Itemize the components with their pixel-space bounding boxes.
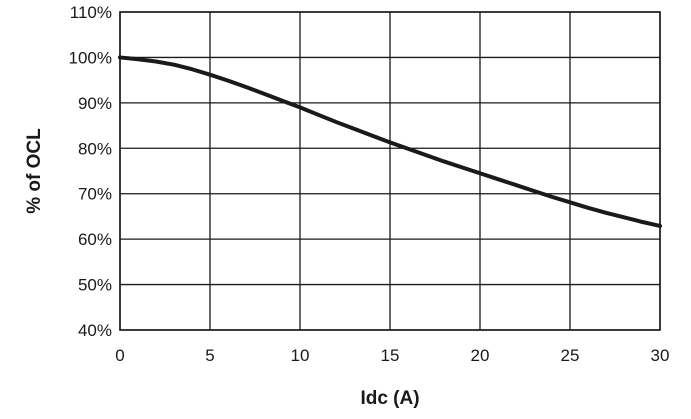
series-line bbox=[118, 55, 662, 228]
series-layer bbox=[118, 55, 662, 228]
y-tick-label: 70% bbox=[78, 185, 112, 204]
x-tick-label: 15 bbox=[381, 346, 400, 365]
y-tick-label: 110% bbox=[70, 3, 112, 22]
y-tick-label: 50% bbox=[78, 276, 112, 295]
x-tick-label: 20 bbox=[471, 346, 490, 365]
x-axis-label: Idc (A) bbox=[360, 388, 419, 409]
x-tick-labels: 0 5 10 15 20 25 30 bbox=[115, 346, 669, 365]
x-tick-label: 10 bbox=[291, 346, 310, 365]
x-tick-label: 25 bbox=[561, 346, 580, 365]
y-tick-label: 100% bbox=[69, 48, 112, 67]
y-tick-label: 80% bbox=[78, 139, 112, 158]
y-tick-label: 90% bbox=[78, 94, 112, 113]
y-tick-label: 60% bbox=[78, 230, 112, 249]
y-tick-label: 40% bbox=[78, 321, 112, 340]
y-tick-labels: 40% 50% 60% 70% 80% 90% 100% 110% bbox=[69, 3, 112, 340]
x-tick-label: 30 bbox=[651, 346, 670, 365]
plot-frame bbox=[119, 11, 661, 331]
grid bbox=[119, 11, 661, 331]
y-axis-label: % of OCL bbox=[24, 128, 45, 214]
plot-border bbox=[119, 11, 661, 331]
x-tick-label: 5 bbox=[205, 346, 214, 365]
x-tick-label: 0 bbox=[115, 346, 124, 365]
